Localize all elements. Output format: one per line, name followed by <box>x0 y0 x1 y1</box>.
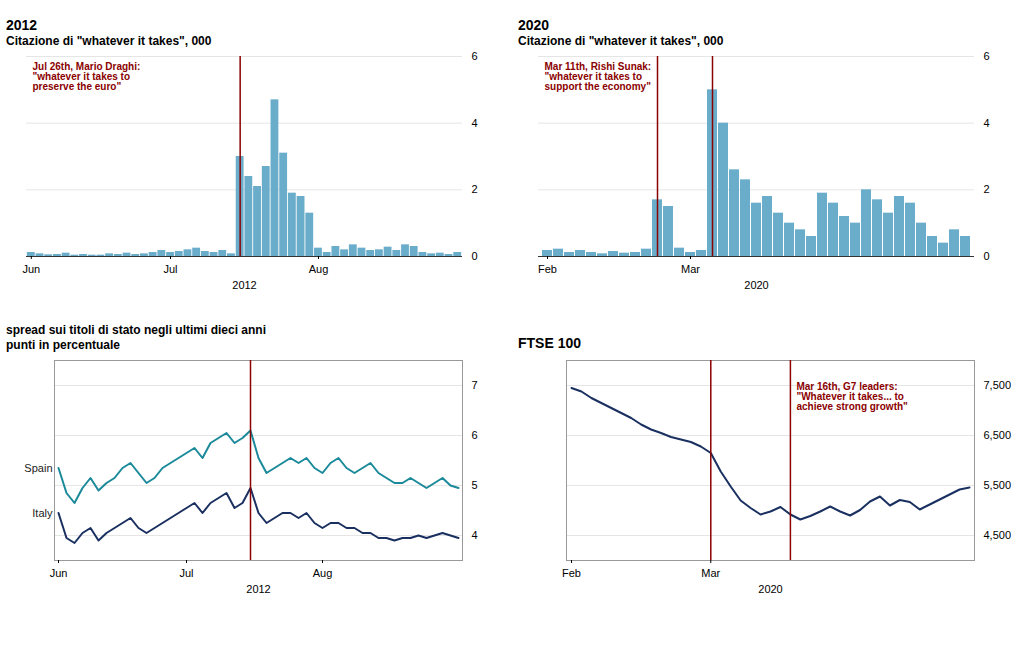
svg-text:6,500: 6,500 <box>984 429 1012 441</box>
svg-text:2: 2 <box>984 183 990 195</box>
svg-text:Jun: Jun <box>50 567 68 579</box>
svg-text:Italy: Italy <box>32 507 53 519</box>
svg-text:Spain: Spain <box>24 462 52 474</box>
svg-text:2012: 2012 <box>246 583 270 595</box>
svg-text:Aug: Aug <box>309 263 329 275</box>
svg-text:Mar: Mar <box>681 263 700 275</box>
svg-text:0: 0 <box>984 250 990 262</box>
html-text:spread sui titoli di stato neg: spread sui titoli di stato negli ultimi … <box>6 323 266 352</box>
svg-text:5: 5 <box>472 479 478 491</box>
svg-text:2012: 2012 <box>232 279 256 291</box>
svg-text:Jul 26th, Mario Draghi:"whatev: Jul 26th, Mario Draghi:"whatever it take… <box>33 61 141 92</box>
svg-text:6: 6 <box>472 429 478 441</box>
svg-text:Jul: Jul <box>163 263 177 275</box>
svg-text:2020: 2020 <box>758 583 782 595</box>
svg-text:Feb: Feb <box>562 567 581 579</box>
html-text:Citazione di "whatever it take: Citazione di "whatever it takes", 000 <box>6 33 212 48</box>
svg-text:7: 7 <box>472 379 478 391</box>
svg-text:Jun: Jun <box>22 263 40 275</box>
svg-text:Jul: Jul <box>179 567 193 579</box>
svg-text:5,500: 5,500 <box>984 479 1012 491</box>
svg-text:4: 4 <box>984 117 990 129</box>
svg-text:4: 4 <box>472 529 478 541</box>
html-text:Citazione di "whatever it take: Citazione di "whatever it takes", 000 <box>518 33 724 48</box>
html-text:2012: 2012 <box>6 16 38 33</box>
svg-text:Feb: Feb <box>538 263 557 275</box>
svg-text:Mar: Mar <box>701 567 720 579</box>
svg-text:4: 4 <box>472 117 478 129</box>
svg-text:2020: 2020 <box>744 279 768 291</box>
html-text:FTSE 100: FTSE 100 <box>518 335 581 352</box>
svg-text:Aug: Aug <box>313 567 333 579</box>
svg-text:Mar 11th, Rishi Sunak:"whateve: Mar 11th, Rishi Sunak:"whatever it takes… <box>545 61 652 92</box>
html-text:2020: 2020 <box>518 16 550 33</box>
svg-text:Mar 16th, G7 leaders:"Whatever: Mar 16th, G7 leaders:"Whatever it takes.… <box>796 381 908 412</box>
svg-text:4,500: 4,500 <box>984 529 1012 541</box>
svg-text:6: 6 <box>984 50 990 62</box>
svg-text:6: 6 <box>472 50 478 62</box>
svg-text:2: 2 <box>472 183 478 195</box>
svg-text:0: 0 <box>472 250 478 262</box>
svg-text:7,500: 7,500 <box>984 379 1012 391</box>
